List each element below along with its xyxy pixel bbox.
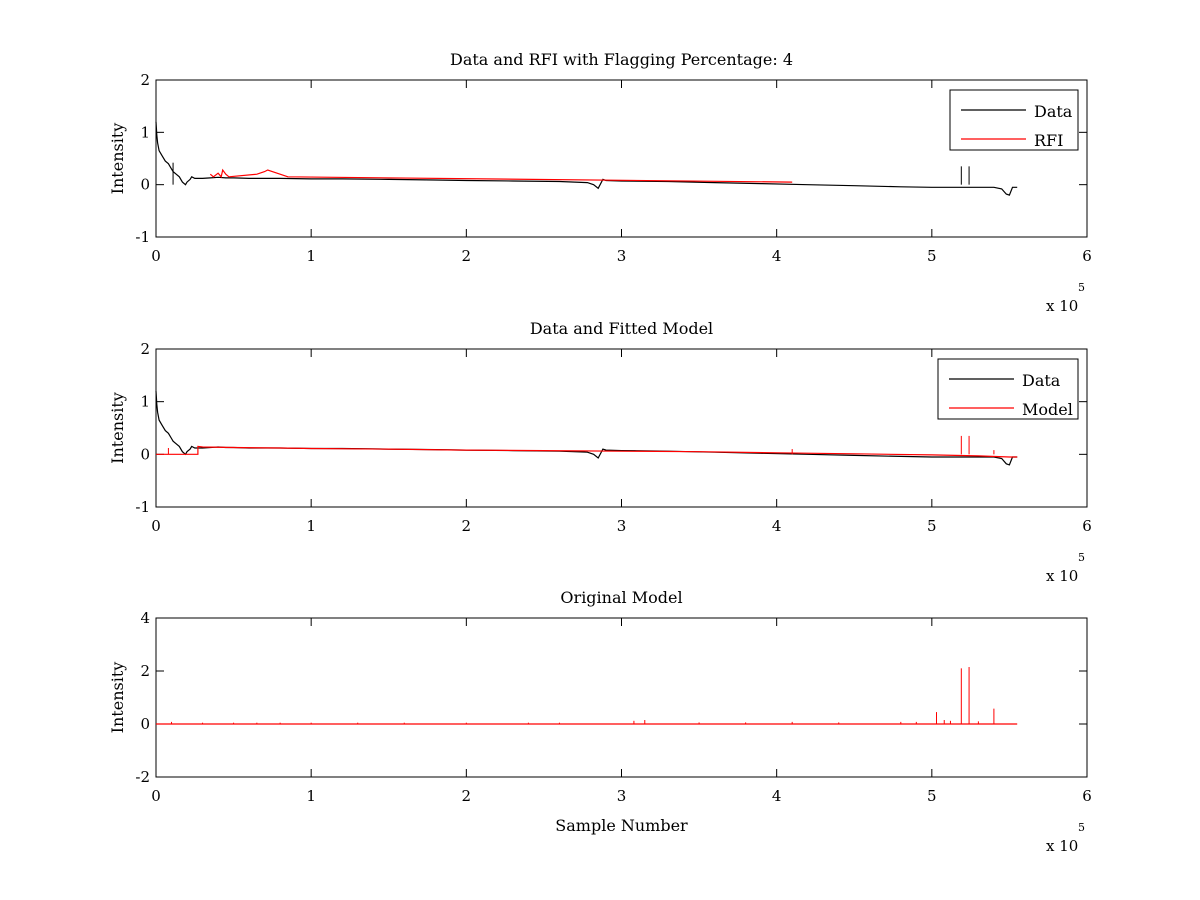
x-multiplier-base: x 10 <box>1046 567 1078 585</box>
y-tick-label: -1 <box>135 228 150 246</box>
x-axis-label: Sample Number <box>555 816 688 835</box>
legend-label: Data <box>1022 371 1061 390</box>
y-tick-label: 0 <box>140 715 150 733</box>
plot-title: Original Model <box>560 588 682 607</box>
series-line-model <box>156 445 1018 458</box>
x-tick-label: 0 <box>151 517 161 535</box>
legend: Data Model <box>937 358 1079 420</box>
y-tick-label: 4 <box>140 609 150 627</box>
y-tick-label: 1 <box>140 123 150 141</box>
x-tick-label: 6 <box>1082 787 1092 805</box>
x-multiplier-exponent: 5 <box>1078 551 1085 564</box>
x-tick-label: 3 <box>617 247 627 265</box>
x-multiplier-base: x 10 <box>1046 837 1078 855</box>
x-tick-label: 6 <box>1082 247 1092 265</box>
legend-label: RFI <box>1034 131 1063 150</box>
legend: Data RFI <box>949 89 1079 151</box>
y-tick-label: -2 <box>135 768 150 786</box>
x-multiplier-exponent: 5 <box>1078 821 1085 834</box>
plot-title: Data and Fitted Model <box>530 319 713 338</box>
x-tick-label: 6 <box>1082 517 1092 535</box>
legend-box <box>937 358 1079 420</box>
x-tick-label: 1 <box>306 517 316 535</box>
x-tick-label: 5 <box>927 247 937 265</box>
y-tick-label: 0 <box>140 445 150 463</box>
plot-area <box>155 79 1088 238</box>
x-tick-label: 1 <box>306 247 316 265</box>
y-tick-label: -1 <box>135 498 150 516</box>
legend-box <box>949 89 1079 151</box>
x-tick-label: 4 <box>772 247 782 265</box>
x-tick-label: 3 <box>617 787 627 805</box>
x-tick-label: 0 <box>151 247 161 265</box>
x-multiplier-base: x 10 <box>1046 297 1078 315</box>
x-tick-label: 2 <box>462 247 472 265</box>
x-multiplier-exponent: 5 <box>1078 281 1085 294</box>
x-tick-label: 4 <box>772 787 782 805</box>
plot-title: Data and RFI with Flagging Percentage: 4 <box>450 50 793 69</box>
x-tick-label: 5 <box>927 787 937 805</box>
y-tick-label: 1 <box>140 393 150 411</box>
y-tick-label: 2 <box>140 71 150 89</box>
x-tick-label: 0 <box>151 787 161 805</box>
y-axis-label: Intensity <box>108 123 127 195</box>
series-line-data <box>155 121 1018 196</box>
x-tick-label: 2 <box>462 517 472 535</box>
series-line-rfi <box>209 168 793 183</box>
legend-label: Model <box>1022 400 1073 419</box>
y-tick-label: 2 <box>140 662 150 680</box>
x-tick-label: 3 <box>617 517 627 535</box>
y-tick-label: 2 <box>140 340 150 358</box>
y-axis-label: Intensity <box>108 662 127 734</box>
x-tick-label: 5 <box>927 517 937 535</box>
x-tick-label: 2 <box>462 787 472 805</box>
plot-area <box>155 617 1088 778</box>
plot-area <box>155 348 1088 508</box>
x-tick-label: 1 <box>306 787 316 805</box>
y-tick-label: 0 <box>140 176 150 194</box>
x-tick-label: 4 <box>772 517 782 535</box>
legend-label: Data <box>1034 102 1073 121</box>
y-axis-label: Intensity <box>108 392 127 464</box>
